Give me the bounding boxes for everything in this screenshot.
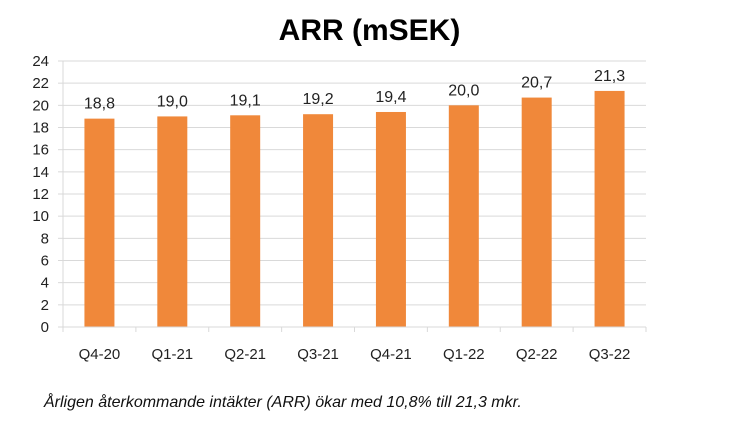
y-tick-label: 4: [41, 275, 49, 292]
data-label: 19,4: [375, 89, 406, 106]
x-tick-label: Q3-21: [297, 346, 339, 363]
x-tick-label: Q2-22: [516, 346, 558, 363]
bar: [375, 111, 406, 327]
x-tick-label: Q3-22: [589, 346, 631, 363]
x-tick-label: Q1-22: [443, 346, 485, 363]
bar: [230, 115, 261, 327]
data-label: 18,8: [84, 96, 115, 113]
x-tick-label: Q4-20: [79, 346, 121, 363]
data-label: 19,2: [302, 91, 333, 108]
bar: [521, 97, 552, 327]
bar: [157, 116, 188, 328]
y-tick-label: 6: [41, 253, 49, 270]
y-tick-label: 2: [41, 297, 49, 314]
x-tick-label: Q2-21: [224, 346, 266, 363]
chart-title: ARR (mSEK): [278, 14, 461, 47]
y-tick-label: 12: [32, 186, 49, 203]
y-tick-label: 20: [32, 97, 49, 114]
y-tick-label: 10: [32, 208, 49, 225]
data-label: 19,1: [230, 92, 261, 109]
chart-caption: Årligen återkommande intäkter (ARR) ökar…: [44, 394, 522, 411]
y-tick-label: 16: [32, 142, 49, 159]
data-label: 19,0: [157, 93, 188, 110]
data-label: 20,7: [521, 75, 552, 92]
x-tick-label: Q1-21: [151, 346, 193, 363]
x-tick-labels: Q4-20 Q1-21 Q2-21 Q3-21 Q4-21 Q1-22 Q2-22 Q3-22: [79, 346, 631, 363]
bars: [84, 90, 625, 328]
bar: [448, 105, 479, 327]
bar: [303, 114, 334, 327]
gridlines: [63, 60, 646, 328]
data-labels: 18,8 19,0 19,1 19,2 19,4 20,0 20,7 21,3: [84, 68, 625, 113]
y-tick-label: 0: [41, 319, 49, 336]
y-tick-label: 22: [32, 75, 49, 92]
y-tick-label: 14: [32, 164, 49, 181]
x-tick-label: Q4-21: [370, 346, 412, 363]
data-label: 21,3: [594, 68, 625, 85]
axes: [58, 60, 647, 332]
bar: [84, 118, 115, 327]
y-tick-label: 18: [32, 120, 49, 137]
y-tick-label: 8: [41, 230, 49, 247]
data-label: 20,0: [448, 82, 479, 99]
bar: [594, 90, 625, 327]
y-tick-label: 24: [32, 53, 49, 70]
